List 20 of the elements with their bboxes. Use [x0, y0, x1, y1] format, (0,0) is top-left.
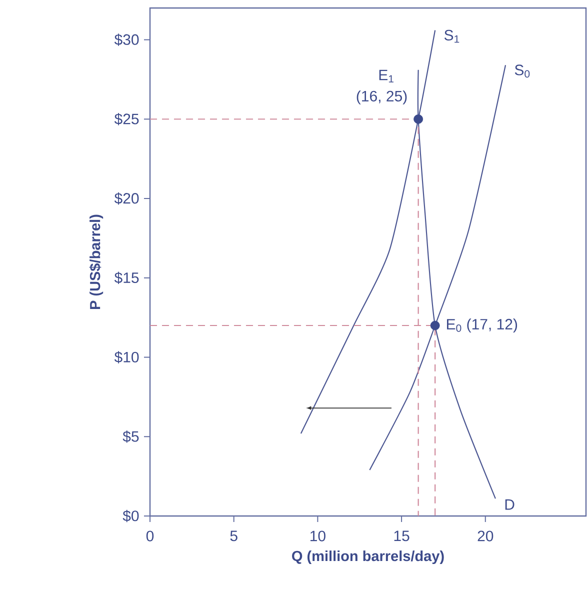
annotation: E$_{1}$: [379, 70, 394, 82]
y-tick-label: $10: [114, 351, 139, 364]
series-label: D: [505, 499, 514, 510]
y-tick-label: $15: [114, 272, 139, 284]
annotation: (16, 25): [356, 90, 407, 104]
x-tick-label: 5: [230, 530, 238, 542]
x-tick-label: 0: [146, 530, 154, 542]
x-tick-label: 15: [394, 530, 410, 542]
y-tick-label: $5: [122, 430, 139, 443]
series-label: S$_{1}$: [444, 30, 460, 43]
y-tick-label: $20: [114, 192, 139, 205]
x-axis-title: Q (million barrels/day): [292, 550, 444, 564]
y-axis-title: P (US$/barrel): [89, 214, 104, 309]
series-label: S$_{0}$: [514, 64, 530, 78]
x-tick-label: 10: [310, 530, 326, 542]
annotation: E$_{0}$ (17, 12): [447, 318, 518, 332]
x-tick-label: 20: [478, 530, 494, 542]
y-tick-label: $25: [114, 113, 139, 126]
y-tick-label: $0: [122, 510, 139, 522]
y-tick-label: $30: [114, 34, 139, 46]
